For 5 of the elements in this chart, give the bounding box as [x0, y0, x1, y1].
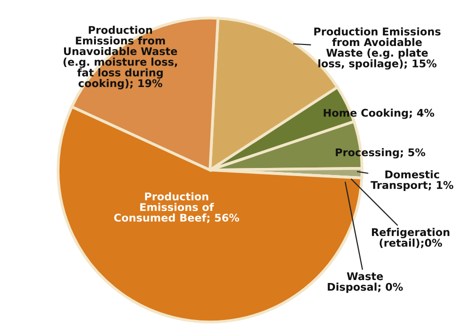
slice-label: Production Emissions from Avoidable Waste (e.g. plate loss, spoilage); 15% [314, 27, 440, 70]
slice-label: Domestic Transport; 1% [370, 170, 454, 192]
category-label: Waste Disposal; 0% [328, 272, 403, 293]
category-label: Refrigeration (retail);0% [372, 228, 450, 248]
slice-label: Production Emissions of Consumed Beef; 56% [114, 192, 240, 224]
